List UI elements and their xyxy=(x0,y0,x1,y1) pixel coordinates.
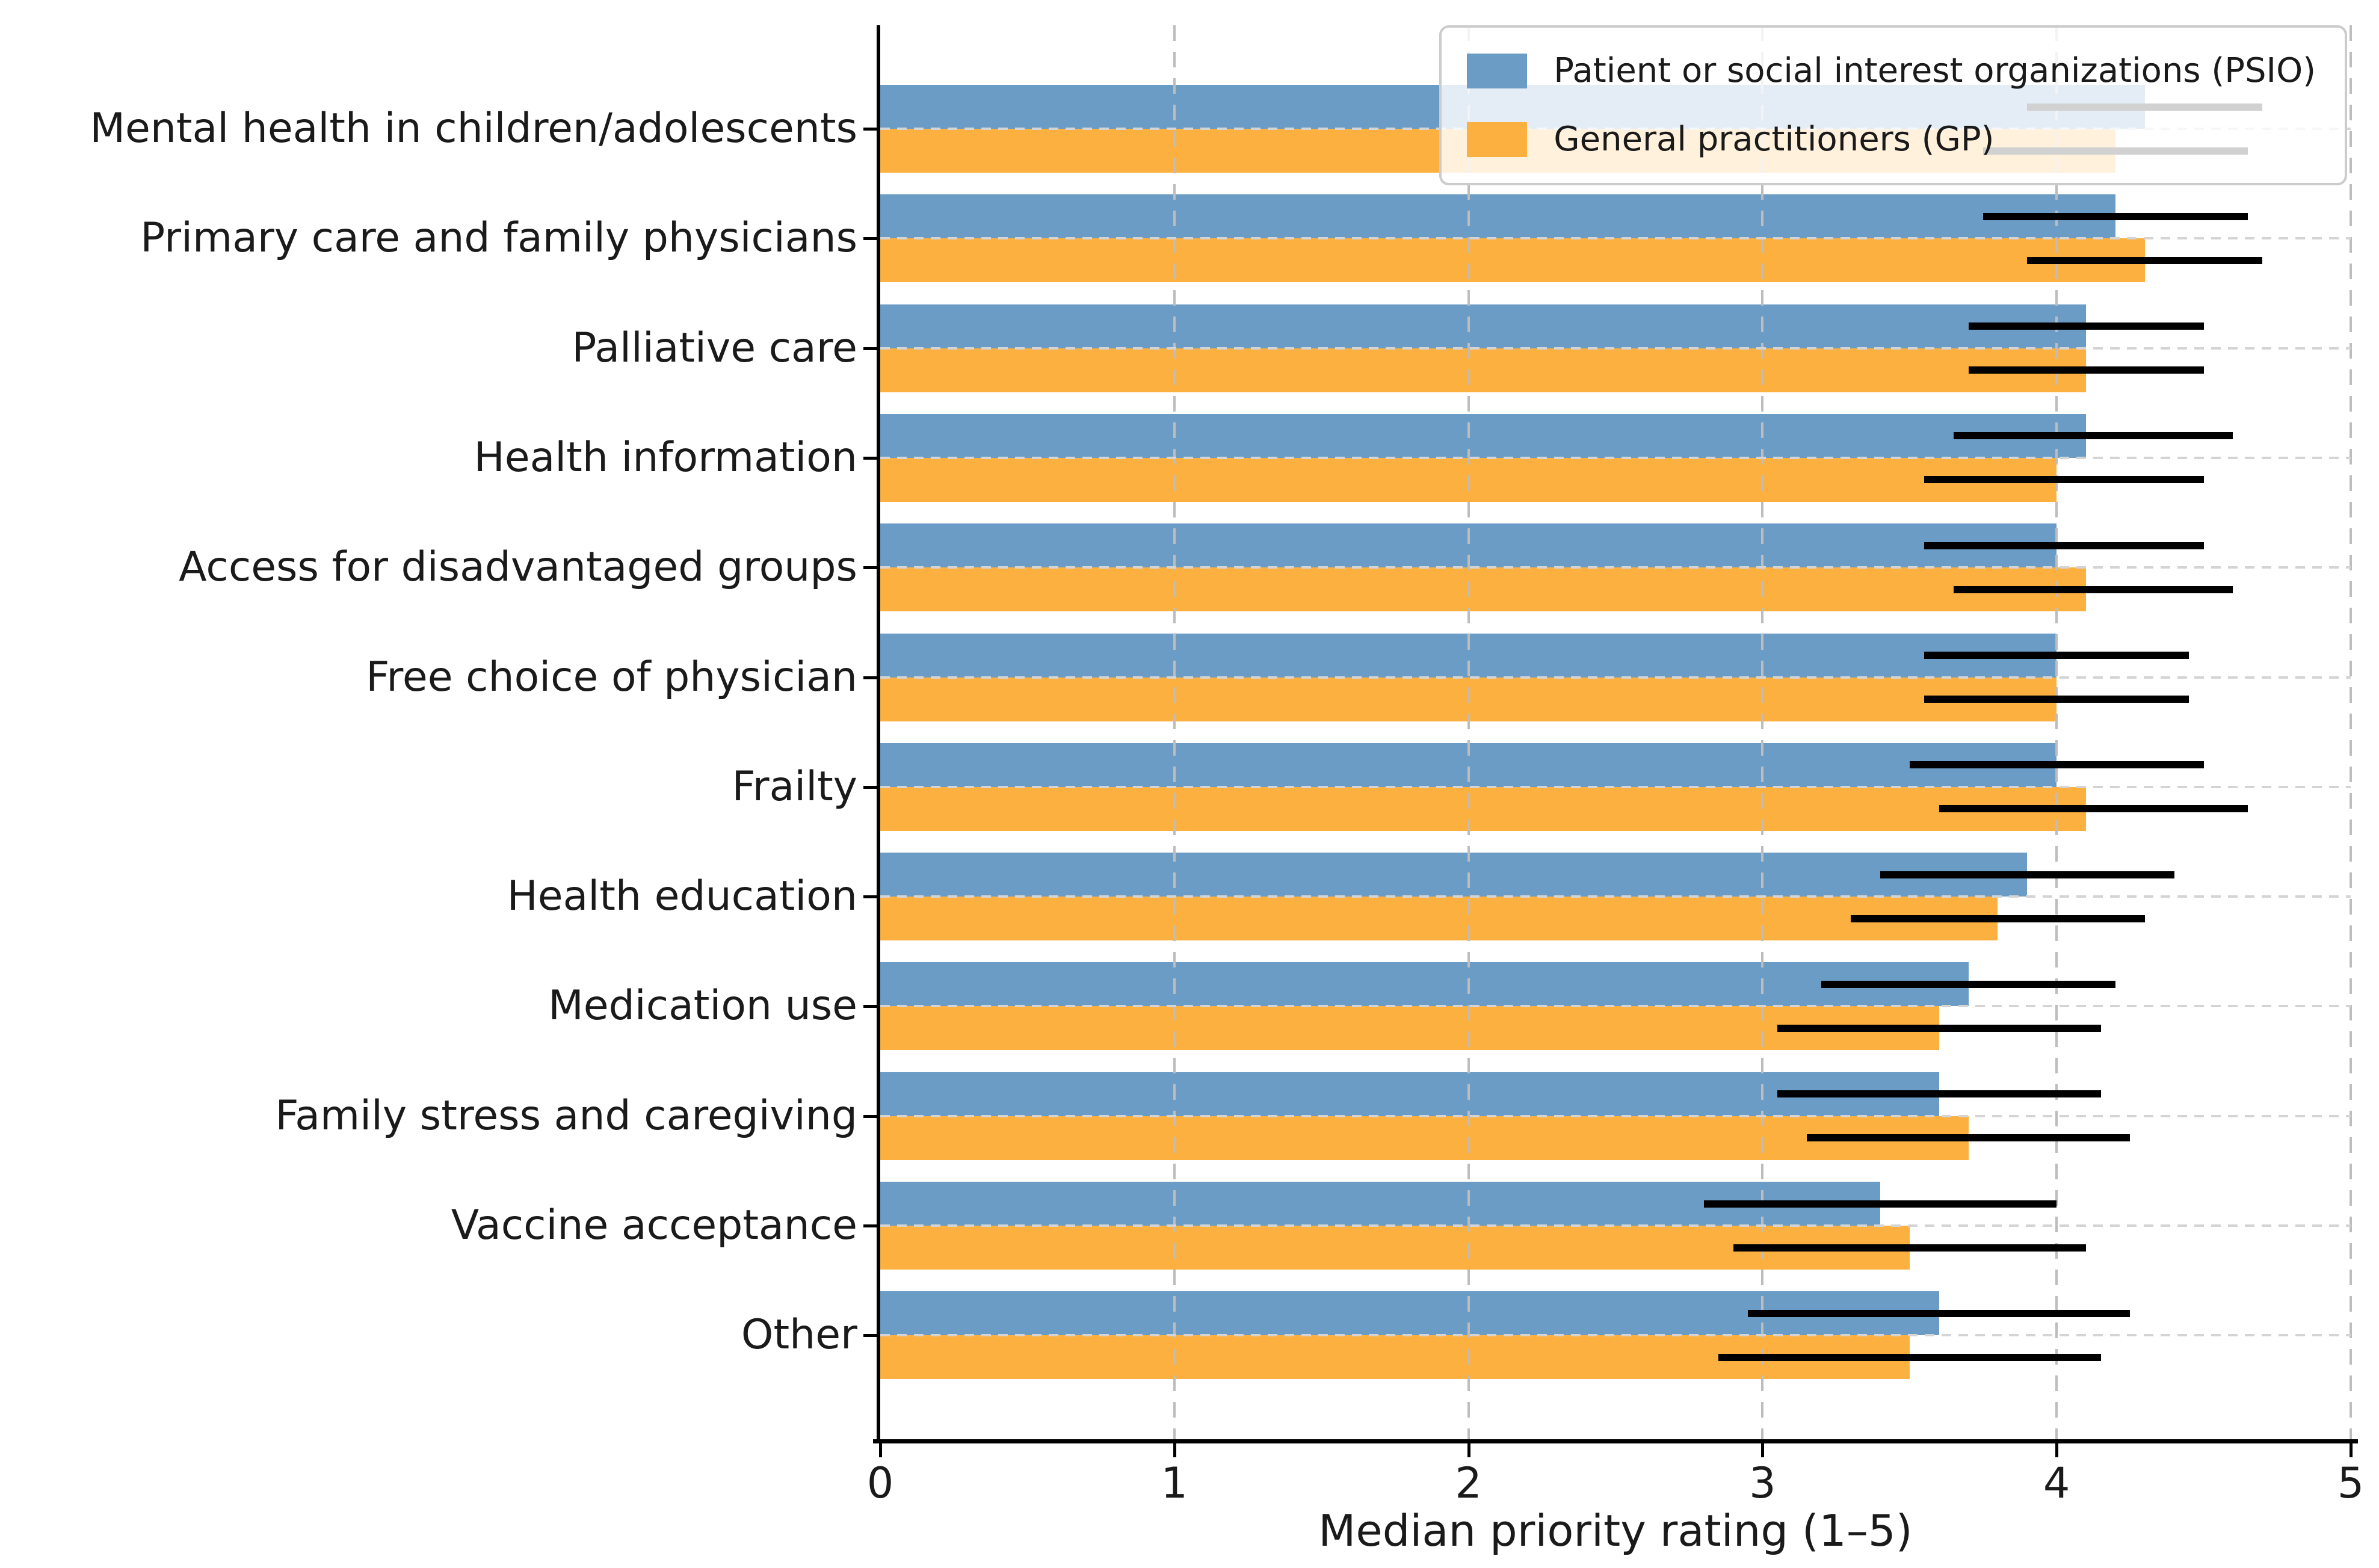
y-gridline xyxy=(880,785,2351,788)
legend: Patient or social interest organizations… xyxy=(1439,25,2347,185)
error-bar-gp xyxy=(1968,366,2204,374)
y-axis-category-label: Palliative care xyxy=(572,324,857,372)
x-tick-label: 1 xyxy=(1161,1458,1188,1508)
error-bar-gp xyxy=(1718,1353,2101,1361)
legend-swatch-gp xyxy=(1467,122,1528,157)
error-bar-gp xyxy=(1954,585,2233,593)
error-bar-psio xyxy=(1983,212,2248,220)
y-axis-category-label: Mental health in children/adolescents xyxy=(90,105,857,152)
bar-gp xyxy=(880,897,1998,941)
y-gridline xyxy=(880,566,2351,569)
y-tick-mark xyxy=(863,676,878,679)
error-bar-gp xyxy=(1733,1244,2087,1252)
x-tick-label: 0 xyxy=(866,1458,894,1508)
error-bar-gp xyxy=(1924,476,2204,484)
x-gridline xyxy=(1173,25,1176,1439)
x-gridline xyxy=(1467,25,1470,1439)
legend-label: Patient or social interest organizations… xyxy=(1554,51,2316,90)
bar-gp xyxy=(880,238,2145,283)
bar-psio xyxy=(880,962,1969,1007)
x-tick-mark xyxy=(1761,1443,1765,1457)
error-bar-gp xyxy=(1924,696,2189,703)
error-bar-gp xyxy=(1777,1024,2101,1032)
error-bar-psio xyxy=(1924,652,2189,659)
x-tick-label: 3 xyxy=(1749,1458,1776,1508)
y-tick-mark xyxy=(863,128,878,131)
error-bar-psio xyxy=(1747,1309,2131,1317)
y-axis-category-label: Other xyxy=(741,1311,857,1359)
bar-gp xyxy=(880,567,2087,612)
y-tick-mark xyxy=(863,566,878,570)
error-bar-gp xyxy=(1939,805,2248,813)
bar-gp xyxy=(880,348,2087,392)
x-tick-label: 4 xyxy=(2043,1458,2070,1508)
bar-gp xyxy=(880,1116,1969,1160)
y-tick-mark xyxy=(863,347,878,350)
y-axis-category-label: Medication use xyxy=(548,982,857,1030)
x-tick-mark xyxy=(1467,1443,1470,1457)
x-tick-label: 2 xyxy=(1455,1458,1482,1508)
y-axis-category-label: Frailty xyxy=(732,762,857,810)
error-bar-gp xyxy=(1806,1134,2131,1142)
x-tick-mark xyxy=(2350,1443,2353,1457)
y-tick-mark xyxy=(863,1114,878,1118)
y-gridline xyxy=(880,1005,2351,1008)
y-gridline xyxy=(880,1114,2351,1117)
y-axis-spine xyxy=(877,25,880,1443)
y-tick-mark xyxy=(863,895,878,899)
bar-psio xyxy=(880,304,2087,348)
y-axis-category-label: Free choice of physician xyxy=(366,653,857,701)
error-bar-psio xyxy=(1703,1200,2057,1208)
error-bar-psio xyxy=(1954,432,2233,440)
y-tick-mark xyxy=(863,456,878,460)
y-axis-category-label: Family stress and caregiving xyxy=(275,1091,857,1140)
x-gridline xyxy=(1761,25,1764,1439)
y-tick-mark xyxy=(863,237,878,241)
x-tick-mark xyxy=(879,1443,882,1457)
y-gridline xyxy=(880,676,2351,679)
error-bar-psio xyxy=(1821,980,2115,988)
error-bar-gp xyxy=(2027,256,2263,264)
y-tick-mark xyxy=(863,1224,878,1227)
y-axis-category-label: Health education xyxy=(507,872,857,921)
error-bar-psio xyxy=(1909,761,2204,769)
y-axis-category-label: Health information xyxy=(474,433,857,481)
error-bar-psio xyxy=(1777,1090,2101,1098)
y-gridline xyxy=(880,1224,2351,1227)
y-gridline xyxy=(880,237,2351,240)
plot-area: Patient or social interest organizations… xyxy=(873,25,2358,1443)
x-axis-label: Median priority rating (1–5) xyxy=(1318,1505,1913,1556)
y-axis-category-label: Primary care and family physicians xyxy=(140,214,857,262)
x-tick-label: 5 xyxy=(2337,1458,2365,1508)
error-bar-psio xyxy=(1924,542,2204,549)
y-tick-mark xyxy=(863,785,878,789)
bar-psio xyxy=(880,853,2028,897)
x-gridline xyxy=(2055,25,2058,1439)
legend-entry: Patient or social interest organizations… xyxy=(1467,49,2316,93)
legend-label: General practitioners (GP) xyxy=(1554,120,1995,159)
legend-swatch-psio xyxy=(1467,54,1528,88)
x-tick-mark xyxy=(2055,1443,2059,1457)
y-axis-category-label: Access for disadvantaged groups xyxy=(179,543,857,591)
y-tick-mark xyxy=(863,1005,878,1008)
y-axis-category-label: Vaccine acceptance xyxy=(451,1202,857,1249)
error-bar-psio xyxy=(1880,871,2174,878)
y-gridline xyxy=(880,895,2351,898)
error-bar-gp xyxy=(1851,915,2145,922)
y-gridline xyxy=(880,347,2351,350)
x-tick-mark xyxy=(1173,1443,1176,1457)
y-tick-mark xyxy=(863,1334,878,1338)
y-gridline xyxy=(880,1334,2351,1337)
bar-psio xyxy=(880,194,2115,239)
x-axis-spine xyxy=(873,1439,2358,1443)
error-bar-psio xyxy=(1968,323,2204,330)
legend-entry: General practitioners (GP) xyxy=(1467,118,2316,161)
x-gridline xyxy=(2350,25,2352,1439)
bar-psio xyxy=(880,413,2087,458)
y-gridline xyxy=(880,456,2351,459)
bar-gp xyxy=(880,786,2087,831)
